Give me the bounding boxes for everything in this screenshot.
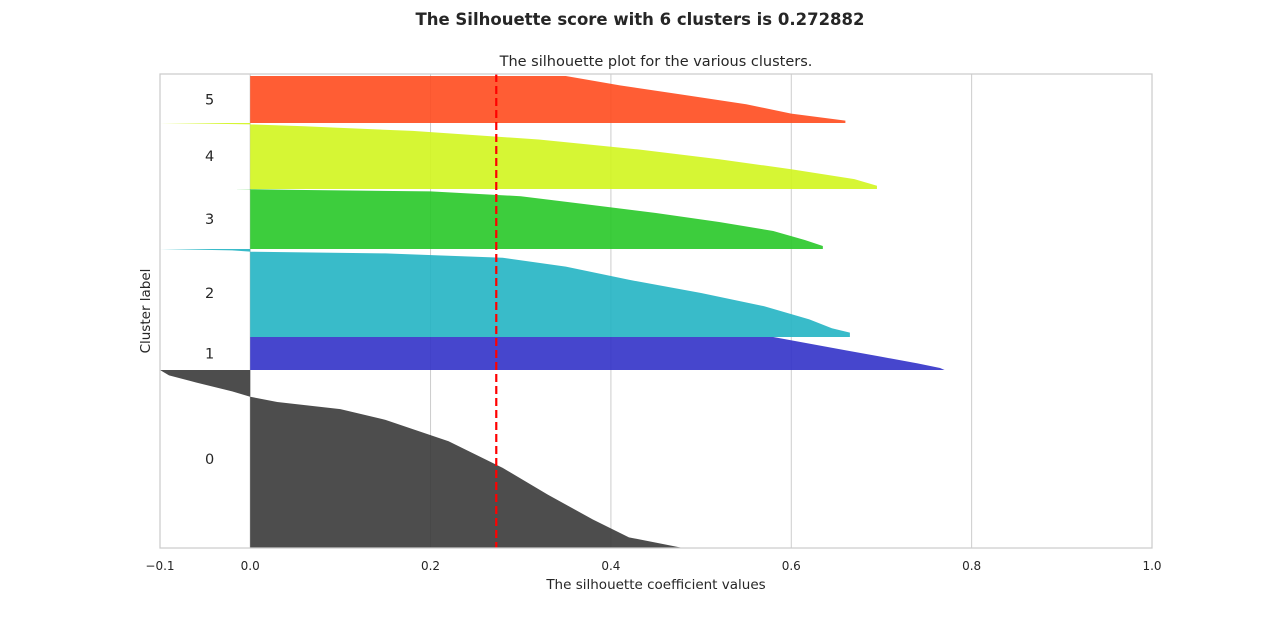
chart-suptitle: The Silhouette score with 6 clusters is … bbox=[415, 10, 864, 29]
cluster-areas bbox=[160, 76, 945, 548]
x-axis-label: The silhouette coefficient values bbox=[545, 577, 765, 593]
cluster-labels: 0 1 2 3 4 5 bbox=[205, 93, 214, 469]
x-tick-label-2: 0.2 bbox=[421, 559, 440, 573]
x-tick-labels: −0.1 0.0 0.2 0.4 0.6 0.8 1.0 bbox=[145, 559, 1161, 573]
cluster-area-5 bbox=[250, 76, 846, 123]
plot-frame bbox=[159, 73, 1153, 549]
x-tick-label-6: 1.0 bbox=[1142, 559, 1161, 573]
cluster-area-1 bbox=[250, 337, 945, 370]
x-tick-label-4: 0.6 bbox=[782, 559, 801, 573]
cluster-area-0 bbox=[160, 370, 684, 548]
chart-title: The silhouette plot for the various clus… bbox=[499, 54, 813, 70]
cluster-label-2: 2 bbox=[205, 286, 214, 302]
y-axis-label: Cluster label bbox=[138, 269, 154, 354]
cluster-area-3 bbox=[236, 189, 823, 249]
cluster-label-1: 1 bbox=[205, 347, 214, 363]
x-tick-label-5: 0.8 bbox=[962, 559, 981, 573]
x-tick-label-0: −0.1 bbox=[145, 559, 174, 573]
cluster-label-3: 3 bbox=[205, 212, 214, 228]
cluster-label-0: 0 bbox=[205, 452, 214, 468]
cluster-area-2 bbox=[160, 249, 850, 337]
cluster-label-5: 5 bbox=[205, 93, 214, 109]
cluster-area-4 bbox=[160, 123, 877, 189]
x-tick-label-3: 0.4 bbox=[601, 559, 620, 573]
cluster-label-4: 4 bbox=[205, 149, 214, 165]
x-tick-label-1: 0.0 bbox=[241, 559, 260, 573]
